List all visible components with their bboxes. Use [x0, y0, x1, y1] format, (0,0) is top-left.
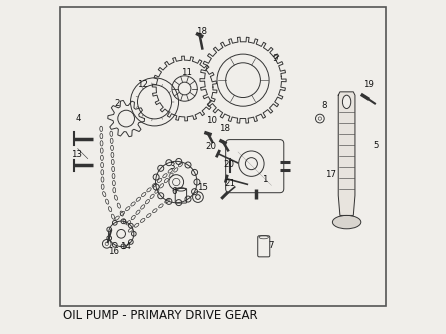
Text: 20: 20 — [206, 142, 217, 151]
Text: 18: 18 — [219, 124, 231, 133]
Text: OIL PUMP - PRIMARY DRIVE GEAR: OIL PUMP - PRIMARY DRIVE GEAR — [63, 309, 258, 322]
Text: 2: 2 — [114, 99, 120, 108]
Text: 12: 12 — [137, 80, 149, 89]
Text: 16: 16 — [108, 247, 119, 256]
Text: 11: 11 — [181, 68, 192, 77]
Text: 5: 5 — [373, 141, 379, 150]
Text: 9: 9 — [272, 54, 277, 63]
Ellipse shape — [332, 215, 361, 229]
Bar — [60, 7, 386, 306]
Text: 13: 13 — [71, 150, 82, 159]
Text: 15: 15 — [198, 183, 208, 191]
Text: 17: 17 — [325, 170, 336, 179]
Polygon shape — [338, 92, 355, 215]
Text: 21: 21 — [225, 179, 236, 187]
Text: 4: 4 — [76, 114, 82, 123]
Text: 6: 6 — [172, 187, 178, 195]
Text: 1: 1 — [262, 175, 268, 184]
Text: 7: 7 — [268, 241, 274, 250]
Text: 10: 10 — [206, 117, 217, 125]
Text: 19: 19 — [363, 80, 374, 89]
Text: 8: 8 — [321, 101, 326, 110]
Text: 20: 20 — [223, 160, 235, 169]
Ellipse shape — [343, 95, 351, 109]
Text: 14: 14 — [120, 242, 131, 251]
Text: 18: 18 — [196, 27, 207, 36]
Text: 3: 3 — [169, 162, 175, 171]
